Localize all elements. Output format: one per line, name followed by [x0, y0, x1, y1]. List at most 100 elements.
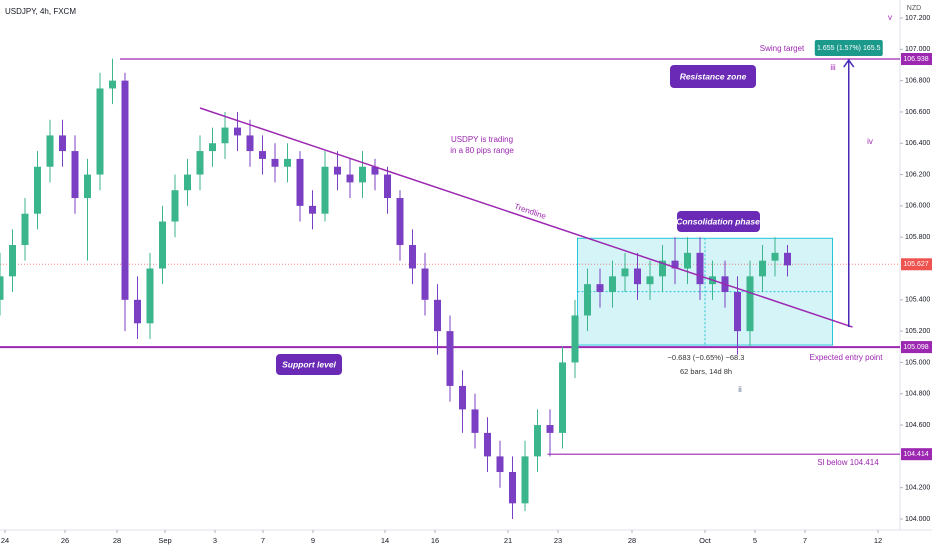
- candle-body: [734, 291, 741, 332]
- y-tick-label: 106.200: [905, 171, 930, 178]
- candle-body: [609, 276, 616, 292]
- wave-label: iii: [830, 63, 836, 72]
- candle-body: [184, 174, 191, 191]
- x-tick-label: 21: [504, 536, 512, 545]
- candle-body: [659, 260, 666, 277]
- target-label: 1.655 (1.57%) 165.5: [817, 45, 881, 52]
- candle-body: [784, 252, 791, 266]
- candle-body: [196, 151, 204, 175]
- y-tick-label: 106.000: [905, 203, 930, 210]
- stop-label: Sl below 104.414: [817, 458, 879, 467]
- x-tick-label: Sep: [158, 536, 171, 545]
- candle-body: [46, 135, 54, 167]
- candle-body: [146, 268, 154, 324]
- y-tick-label: 106.400: [905, 140, 930, 147]
- support-box: [276, 354, 342, 375]
- candle-body: [59, 135, 66, 152]
- last-price-box: [901, 258, 932, 271]
- candle-body: [259, 151, 266, 159]
- x-tick-label: Oct: [699, 536, 712, 545]
- candle-body: [571, 315, 579, 363]
- candle-body: [671, 260, 679, 269]
- x-tick-label: 12: [874, 536, 882, 545]
- candle-body: [759, 260, 766, 277]
- candle-body: [34, 166, 41, 214]
- x-tick-label: 23: [554, 536, 562, 545]
- currency: NZD: [907, 5, 921, 12]
- y-tick-label: 107.000: [905, 46, 930, 53]
- candle-body: [134, 299, 141, 324]
- x-tick-label: 28: [628, 536, 636, 545]
- candle-body: [9, 245, 16, 277]
- candle-body: [771, 252, 779, 261]
- candle-body: [396, 198, 404, 246]
- x-tick-label: 7: [261, 536, 265, 545]
- candle-body: [21, 213, 29, 246]
- candle-body: [209, 143, 216, 152]
- candle-body: [746, 276, 754, 332]
- consolidation-label: Consolidation phase: [676, 216, 760, 226]
- candle-body: [309, 205, 316, 214]
- candle-body: [84, 174, 91, 199]
- x-tick-label: 16: [431, 536, 439, 545]
- candle-body: [596, 284, 604, 292]
- candle-body: [684, 252, 691, 269]
- y-tick-label: 104.600: [905, 422, 930, 429]
- range-note: USDPY is trading: [451, 135, 513, 144]
- resistance-box: [670, 65, 756, 88]
- y-tick-label: 105.000: [905, 359, 930, 366]
- x-tick-label: 7: [803, 536, 807, 545]
- x-tick-label: 26: [61, 536, 69, 545]
- consolidation-box: [677, 211, 760, 232]
- candle-body: [384, 174, 391, 199]
- y-tick-label: 107.200: [905, 15, 930, 22]
- y-tick-label: 105.800: [905, 234, 930, 241]
- candle-body: [534, 425, 541, 457]
- candle-body: [359, 166, 366, 183]
- candle-body: [496, 456, 504, 473]
- support-label: Support level: [282, 359, 336, 369]
- candle-body: [346, 174, 354, 183]
- candle-body: [109, 80, 116, 89]
- range-note: in a 80 pips range: [450, 146, 514, 155]
- candle-body: [634, 268, 641, 285]
- y-tick-label: 106.600: [905, 109, 930, 116]
- candle-body: [221, 127, 229, 144]
- resistance-label: Resistance zone: [680, 71, 747, 81]
- candle-body: [271, 158, 279, 167]
- candle-body: [71, 151, 79, 199]
- candle-body: [284, 158, 291, 167]
- y-tick-label: 104.800: [905, 391, 930, 398]
- y-tick-label: 106.800: [905, 77, 930, 84]
- y-tick-label: 104.000: [905, 516, 930, 523]
- range-bars: 62 bars, 14d 8h: [680, 367, 732, 376]
- range-measure: −0.683 (−0.65%) −68.3: [668, 353, 745, 362]
- level-price: 105.098: [903, 344, 928, 351]
- candle-body: [446, 331, 454, 386]
- x-tick-label: 14: [381, 536, 389, 545]
- level-price-box: [901, 448, 932, 461]
- candle-body: [621, 268, 629, 277]
- candle-body: [296, 158, 304, 206]
- wave-label: iv: [867, 137, 873, 146]
- candle-body: [546, 425, 554, 433]
- candle-body: [334, 166, 341, 175]
- candle-body: [96, 88, 104, 175]
- candle-body: [471, 409, 479, 433]
- candle-body: [509, 472, 516, 504]
- candle-body: [696, 252, 704, 285]
- candle-body: [0, 276, 4, 300]
- candle-body: [171, 190, 179, 222]
- wave-label: ii: [738, 385, 742, 394]
- level-price-box: [901, 53, 932, 66]
- y-tick-label: 105.200: [905, 328, 930, 335]
- trendline: [199, 107, 853, 328]
- candle-body: [159, 221, 166, 269]
- x-tick-label: 28: [113, 536, 121, 545]
- candle-body: [584, 284, 591, 316]
- candle-body: [521, 456, 529, 504]
- arrow-head: [843, 58, 855, 68]
- candle-body: [234, 127, 241, 136]
- swing-target: Swing target: [760, 44, 805, 53]
